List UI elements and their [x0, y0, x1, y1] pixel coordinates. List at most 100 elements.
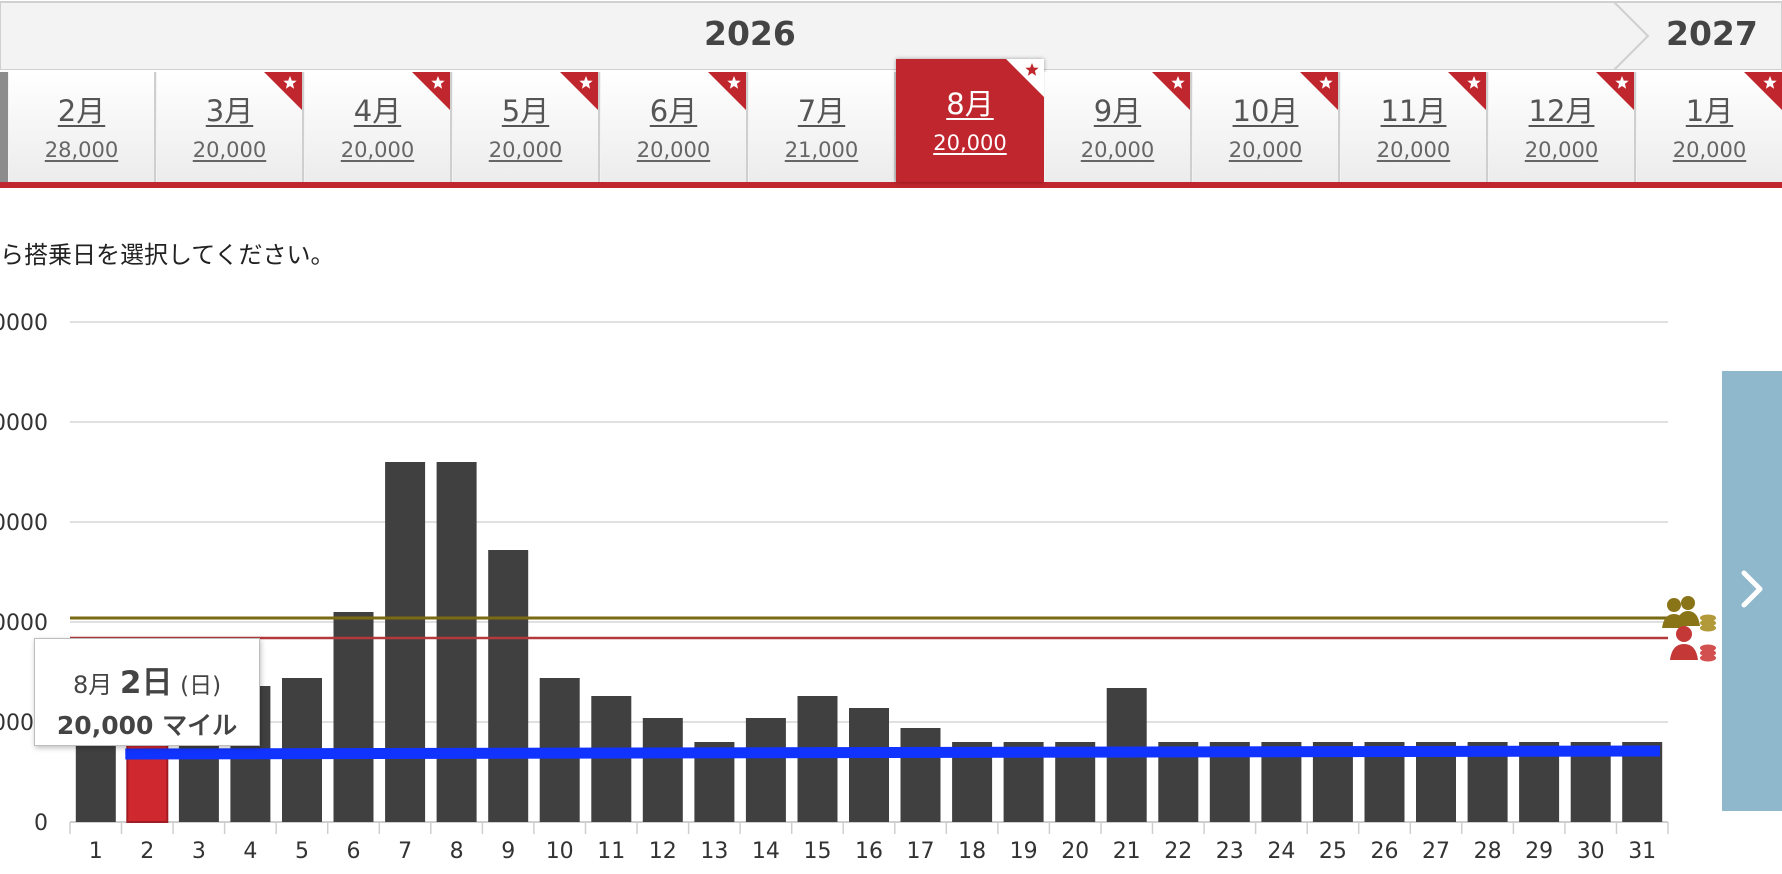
month-tab-label: 9月	[1093, 94, 1142, 128]
chevron-right-icon	[1741, 570, 1763, 608]
x-tick-label: 26	[1371, 839, 1399, 864]
month-tab-miles: 21,000	[784, 138, 859, 162]
chart-bar[interactable]	[900, 728, 941, 822]
chart-bar[interactable]	[745, 718, 786, 822]
x-tick-label: 25	[1319, 839, 1347, 864]
x-tick-label: 28	[1474, 839, 1502, 864]
star-flag-icon	[1744, 72, 1782, 110]
month-tab[interactable]: 5月 20,000	[452, 72, 600, 182]
x-tick-label: 17	[907, 839, 935, 864]
group-coins-icon	[1662, 596, 1716, 632]
x-tick-label: 9	[501, 839, 515, 864]
chart-bar[interactable]	[849, 708, 889, 822]
x-tick-label: 27	[1422, 839, 1450, 864]
x-tick-label: 29	[1525, 839, 1553, 864]
chart-bar[interactable]	[75, 742, 116, 822]
chart-bar[interactable]	[488, 550, 529, 822]
x-tick-label: 16	[855, 839, 883, 864]
star-flag-icon	[708, 72, 746, 110]
month-tab-label: 12月	[1528, 94, 1595, 128]
month-tab-label: 7月	[797, 94, 846, 128]
x-tick-label: 21	[1113, 839, 1141, 864]
star-flag-icon	[264, 72, 302, 110]
year-label-next[interactable]: 2027	[1666, 14, 1758, 53]
year-bar: 2026 2027	[0, 0, 1782, 70]
month-tabs-underline	[0, 182, 1782, 188]
month-tab[interactable]: 8月 20,000	[896, 59, 1044, 182]
month-tab-miles: 20,000	[1672, 138, 1747, 162]
tooltip-weekday: (日)	[180, 673, 222, 699]
month-tab-label: 3月	[205, 94, 254, 128]
reference-line-blue	[125, 745, 1661, 760]
x-tick-label: 3	[192, 839, 206, 864]
chart-bar[interactable]	[591, 696, 632, 822]
x-tick-label: 1	[89, 839, 103, 864]
month-tab[interactable]: 9月 20,000	[1044, 72, 1192, 182]
chart-bar[interactable]	[385, 462, 426, 822]
month-tab-miles: 20,000	[488, 138, 563, 162]
month-tab[interactable]: 10月 20,000	[1192, 72, 1340, 182]
chart-bar[interactable]	[642, 718, 683, 822]
x-tick-label: 10	[546, 839, 574, 864]
tooltip-month: 8月	[72, 671, 113, 699]
x-tick-label: 6	[347, 839, 361, 864]
x-tick-label: 18	[958, 839, 986, 864]
month-tab-label: 11月	[1380, 94, 1447, 128]
chart-bar[interactable]	[436, 462, 477, 822]
month-tab[interactable]: 4月 20,000	[304, 72, 452, 182]
month-tab[interactable]: 12月 20,000	[1488, 72, 1636, 182]
x-tick-label: 4	[243, 839, 257, 864]
month-tab-label: 5月	[501, 94, 550, 128]
month-tab-label: 1月	[1685, 94, 1734, 128]
x-tick-label: 7	[398, 839, 412, 864]
x-tick-label: 22	[1164, 839, 1192, 864]
tooltip-miles: 20,000 マイル	[56, 711, 238, 740]
month-tab[interactable]: 11月 20,000	[1340, 72, 1488, 182]
month-tab[interactable]: 7月 21,000	[748, 72, 896, 182]
year-label-current: 2026	[704, 14, 796, 53]
month-tab[interactable]: 6月 20,000	[600, 72, 748, 182]
month-tab-miles: 20,000	[933, 131, 1007, 155]
x-tick-label: 24	[1267, 839, 1295, 864]
star-flag-icon	[560, 72, 598, 110]
next-period-button[interactable]	[1722, 371, 1782, 811]
month-tab-miles: 20,000	[1228, 138, 1303, 162]
tooltip-date: 8月 2日 (日)	[35, 657, 259, 702]
person-coins-icon	[1670, 626, 1716, 662]
chart-bar[interactable]	[333, 612, 374, 822]
month-tab-miles: 28,000	[44, 138, 119, 162]
x-tick-label: 8	[450, 839, 464, 864]
star-flag-icon	[1300, 72, 1338, 110]
month-tab-label: 8月	[946, 87, 994, 121]
month-tab[interactable]: 1月 20,000	[1636, 72, 1782, 182]
x-tick-label: 19	[1010, 839, 1038, 864]
x-tick-label: 30	[1577, 839, 1605, 864]
x-tick-label: 13	[700, 839, 728, 864]
x-tick-label: 15	[804, 839, 832, 864]
month-tab-label: 4月	[353, 94, 402, 128]
month-tab-miles: 20,000	[340, 138, 415, 162]
x-tick-label: 14	[752, 839, 780, 864]
x-tick-label: 12	[649, 839, 677, 864]
star-flag-icon	[1596, 72, 1634, 110]
month-tab-miles: 20,000	[1376, 138, 1451, 162]
year-bar-shape	[0, 1, 1782, 70]
x-tick-label: 23	[1216, 839, 1244, 864]
star-flag-icon	[1448, 72, 1486, 110]
month-tab-miles: 20,000	[1080, 138, 1155, 162]
month-tab[interactable]: 3月 20,000	[156, 72, 304, 182]
x-tick-label: 31	[1628, 839, 1656, 864]
y-tick-label: 0	[34, 811, 48, 836]
x-tick-label: 5	[295, 839, 309, 864]
month-tabs-left-edge	[0, 72, 8, 182]
chart-bar[interactable]	[797, 696, 838, 822]
x-tick-label: 2	[140, 839, 154, 864]
month-tab-label: 2月	[57, 94, 106, 128]
month-tab[interactable]: 2月 28,000	[8, 72, 156, 182]
star-flag-icon	[412, 72, 450, 110]
month-tab-label: 10月	[1232, 94, 1299, 128]
